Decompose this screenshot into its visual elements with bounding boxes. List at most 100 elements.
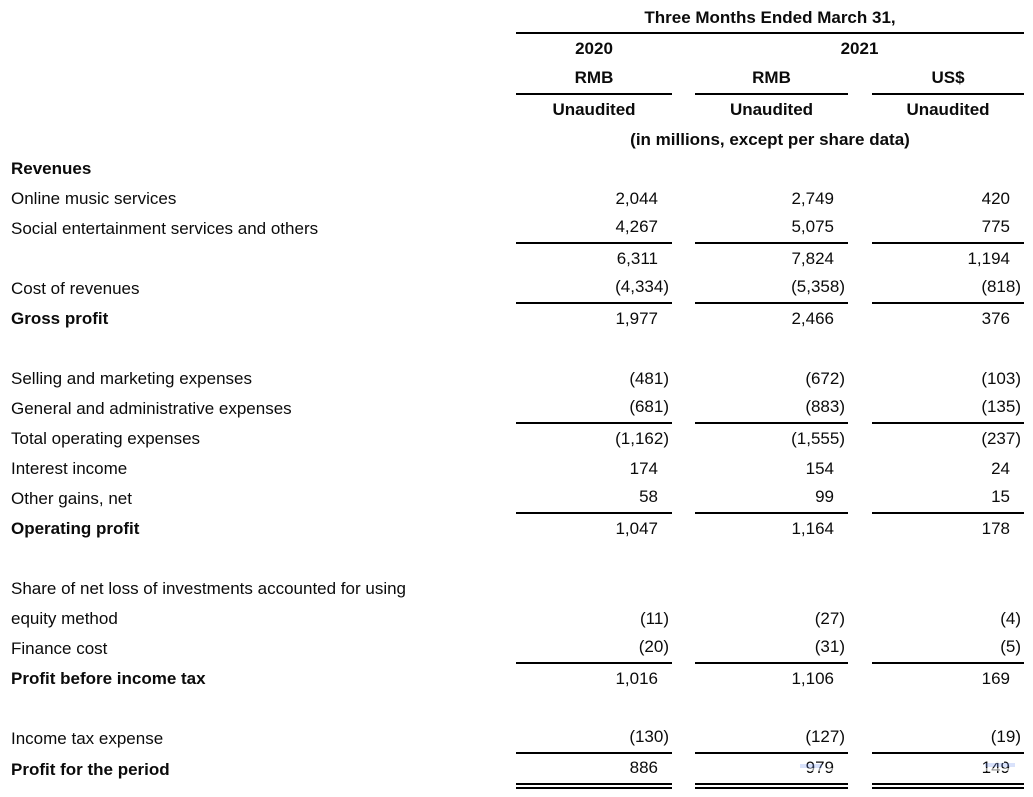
currency-row: RMB RMB US$ — [0, 64, 1033, 95]
value-2020-rmb: (20) — [516, 634, 672, 664]
value-2021-rmb: (31) — [695, 634, 848, 664]
table-header: Three Months Ended March 31, 2020 2021 R… — [0, 0, 1033, 154]
table-row: Selling and marketing expenses (481) (67… — [0, 364, 1033, 394]
units-note: (in millions, except per share data) — [630, 130, 910, 149]
table-row: 6,311 7,824 1,194 — [0, 244, 1033, 274]
value-2021-rmb: (672) — [805, 369, 845, 388]
value-2020-rmb — [516, 154, 672, 184]
value-2020-rmb: 2,044 — [615, 189, 658, 208]
table-row: General and administrative expenses (681… — [0, 394, 1033, 424]
value-2021-rmb: 99 — [695, 484, 848, 514]
value-2021-usd: (19) — [872, 724, 1024, 754]
value-2021-usd: 15 — [872, 484, 1024, 514]
value-2020-rmb: (4,334) — [516, 274, 672, 304]
table-row: Other gains, net 58 99 15 — [0, 484, 1033, 514]
value-2020-rmb: 58 — [516, 484, 672, 514]
table-row: Income tax expense (130) (127) (19) — [0, 724, 1033, 754]
table-row — [0, 334, 1033, 364]
row-label: Income tax expense — [11, 729, 164, 748]
row-label: Gross profit — [11, 309, 109, 328]
value-2021-usd: 149 — [872, 754, 1024, 789]
value-2021-usd: (237) — [981, 429, 1021, 448]
table-row — [0, 544, 1033, 574]
row-label: Share of net loss of investments account… — [11, 579, 407, 598]
value-2021-usd: 376 — [981, 309, 1010, 328]
value-2021-rmb: 7,824 — [791, 249, 834, 268]
audit-status-row: Unaudited Unaudited Unaudited — [0, 95, 1033, 125]
row-label: Total operating expenses — [11, 429, 201, 448]
value-2021-rmb: 979 — [695, 754, 848, 789]
value-2021-usd — [872, 574, 1024, 604]
row-label: Other gains, net — [11, 489, 132, 508]
value-2021-rmb: (127) — [695, 724, 848, 754]
value-2020-rmb: (681) — [516, 394, 672, 424]
value-2021-usd: (135) — [872, 394, 1024, 424]
table-row: Total operating expenses (1,162) (1,555)… — [0, 424, 1033, 454]
row-label: Cost of revenues — [11, 279, 140, 298]
audit-status: Unaudited — [729, 100, 814, 119]
value-2021-rmb: (1,555) — [791, 429, 845, 448]
years-row: 2020 2021 — [0, 34, 1033, 64]
table-row: Cost of revenues (4,334) (5,358) (818) — [0, 274, 1033, 304]
table-row: equity method (11) (27) (4) — [0, 604, 1033, 634]
value-2021-usd: 169 — [981, 669, 1010, 688]
value-2021-rmb: 1,164 — [791, 519, 834, 538]
value-2020-rmb: (481) — [629, 369, 669, 388]
header-label-spacer — [0, 0, 516, 34]
table-row: Profit for the period 886 979 149 — [0, 754, 1033, 789]
value-2021-rmb: (27) — [814, 609, 845, 628]
row-label: Profit for the period — [11, 760, 170, 779]
year-2021: 2021 — [840, 39, 879, 58]
table-row: Share of net loss of investments account… — [0, 574, 1033, 604]
row-label: Finance cost — [11, 639, 108, 658]
table-row: Online music services 2,044 2,749 420 — [0, 184, 1033, 214]
table-body: Revenues Online music services 2,044 2,7… — [0, 154, 1033, 789]
value-2021-usd: 420 — [981, 189, 1010, 208]
value-2021-rmb — [695, 574, 848, 604]
value-2021-rmb: (5,358) — [695, 274, 848, 304]
row-label: Operating profit — [11, 519, 140, 538]
value-2021-usd: (4) — [1000, 609, 1021, 628]
value-2021-usd: (818) — [872, 274, 1024, 304]
currency-2020-rmb: RMB — [516, 64, 672, 95]
currency-2021-rmb: RMB — [695, 64, 848, 95]
value-2021-usd: 24 — [991, 459, 1010, 478]
value-2021-usd: (103) — [981, 369, 1021, 388]
value-2021-usd: 178 — [981, 519, 1010, 538]
period-header: Three Months Ended March 31, — [516, 0, 1024, 34]
table-row: Interest income 174 154 24 — [0, 454, 1033, 484]
table-row: Revenues — [0, 154, 1033, 184]
units-note-row: (in millions, except per share data) — [0, 125, 1033, 154]
value-2020-rmb: 174 — [629, 459, 658, 478]
row-label — [0, 244, 516, 274]
row-label: Revenues — [11, 159, 92, 178]
value-2020-rmb: (11) — [640, 609, 669, 628]
value-2020-rmb: (1,162) — [615, 429, 669, 448]
table-row: Profit before income tax 1,016 1,106 169 — [0, 664, 1033, 694]
value-2021-rmb: (883) — [695, 394, 848, 424]
value-2021-rmb: 2,749 — [791, 189, 834, 208]
value-2020-rmb: 4,267 — [516, 214, 672, 244]
table-row: Finance cost (20) (31) (5) — [0, 634, 1033, 664]
value-2020-rmb: 1,977 — [615, 309, 658, 328]
value-2021-rmb: 154 — [805, 459, 834, 478]
value-2020-rmb: 1,016 — [615, 669, 658, 688]
row-label: equity method — [11, 609, 118, 628]
value-2021-rmb — [695, 154, 848, 184]
value-2020-rmb: (130) — [516, 724, 672, 754]
value-2021-rmb: 1,106 — [791, 669, 834, 688]
value-2021-usd: 1,194 — [967, 249, 1010, 268]
year-2020: 2020 — [575, 39, 613, 58]
table-row: Operating profit 1,047 1,164 178 — [0, 514, 1033, 544]
value-2020-rmb: 886 — [516, 754, 672, 789]
table-row: Social entertainment services and others… — [0, 214, 1033, 244]
row-label: Profit before income tax — [11, 669, 206, 688]
row-label: Interest income — [11, 459, 128, 478]
value-2021-rmb: 5,075 — [695, 214, 848, 244]
row-label: Online music services — [11, 189, 177, 208]
value-2020-rmb: 1,047 — [615, 519, 658, 538]
table-row — [0, 694, 1033, 724]
period-header-row: Three Months Ended March 31, — [0, 0, 1033, 34]
value-2021-usd — [872, 154, 1024, 184]
